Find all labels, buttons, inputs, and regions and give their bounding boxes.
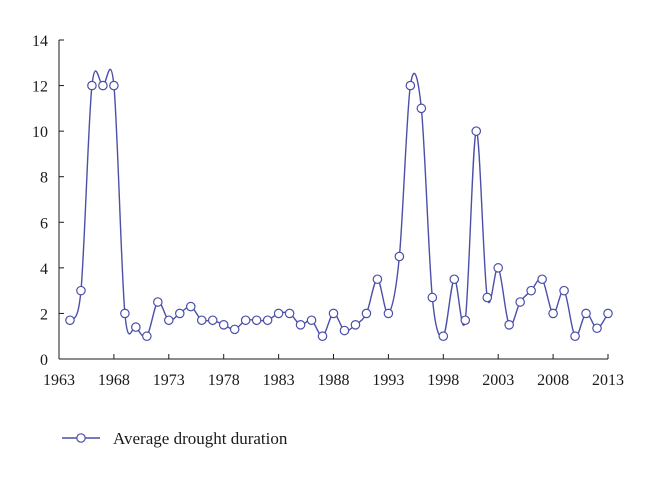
data-point bbox=[185, 301, 196, 312]
data-point bbox=[98, 80, 108, 91]
y-ticks: 0 2 4 6 8 10 12 14 bbox=[32, 33, 64, 369]
data-point bbox=[109, 80, 119, 91]
data-point bbox=[339, 325, 350, 336]
data-point bbox=[515, 297, 525, 307]
data-point bbox=[174, 308, 185, 319]
data-point bbox=[372, 274, 383, 285]
data-point bbox=[262, 315, 273, 326]
x-ticks: 1963 1968 1973 1978 1983 1988 1993 1998 2003 2008… bbox=[43, 354, 624, 389]
data-point bbox=[361, 308, 372, 319]
data-point bbox=[350, 320, 361, 330]
data-point bbox=[196, 315, 207, 326]
data-point bbox=[449, 274, 460, 285]
x-tick-label: 1998 bbox=[427, 372, 459, 389]
data-point bbox=[482, 292, 493, 303]
data-point bbox=[559, 285, 569, 296]
data-point bbox=[383, 308, 394, 319]
y-tick-label: 0 bbox=[40, 352, 48, 369]
x-tick-label: 1993 bbox=[372, 372, 404, 389]
y-tick-label: 12 bbox=[32, 79, 48, 96]
series-line-0 bbox=[69, 68, 609, 338]
data-point bbox=[548, 308, 558, 319]
data-point bbox=[295, 320, 306, 330]
y-tick-label: 2 bbox=[40, 306, 48, 323]
x-tick-label: 1983 bbox=[263, 372, 295, 389]
x-tick-label: 2013 bbox=[592, 372, 624, 389]
x-tick-label: 1988 bbox=[318, 372, 350, 389]
data-point bbox=[87, 80, 97, 91]
data-point bbox=[405, 80, 416, 91]
data-point bbox=[218, 320, 229, 330]
y-tick-label: 4 bbox=[40, 261, 48, 278]
data-point bbox=[284, 308, 295, 319]
x-tick-label: 1978 bbox=[208, 372, 240, 389]
series-group bbox=[65, 68, 613, 342]
data-point bbox=[471, 126, 482, 136]
data-point bbox=[240, 315, 251, 326]
data-point bbox=[131, 322, 141, 332]
data-point bbox=[581, 308, 591, 319]
data-point bbox=[273, 308, 284, 319]
data-point bbox=[251, 315, 262, 326]
data-point bbox=[493, 263, 503, 273]
legend-label: Average drought duration bbox=[113, 429, 288, 448]
data-point bbox=[526, 285, 536, 296]
x-tick-label: 2003 bbox=[482, 372, 514, 389]
data-point bbox=[153, 297, 163, 307]
y-tick-label: 8 bbox=[40, 170, 48, 187]
data-point bbox=[317, 331, 328, 342]
data-point bbox=[603, 308, 613, 319]
data-point bbox=[328, 308, 339, 319]
x-tick-label: 2008 bbox=[537, 372, 569, 389]
data-point bbox=[207, 315, 218, 326]
data-point bbox=[229, 324, 240, 335]
data-point bbox=[427, 292, 438, 303]
data-point bbox=[592, 323, 602, 334]
data-point bbox=[142, 331, 152, 342]
y-tick-label: 6 bbox=[40, 215, 48, 232]
legend-marker-swatch bbox=[76, 433, 86, 443]
y-tick-label: 14 bbox=[32, 33, 48, 50]
data-point bbox=[537, 274, 547, 285]
data-point bbox=[65, 315, 75, 326]
x-tick-label: 1968 bbox=[98, 372, 130, 389]
data-point bbox=[120, 308, 130, 319]
data-point bbox=[504, 320, 514, 330]
data-point bbox=[438, 331, 449, 342]
y-tick-label: 10 bbox=[32, 124, 48, 141]
data-point bbox=[306, 315, 317, 326]
data-point bbox=[76, 285, 86, 296]
data-point bbox=[416, 103, 427, 114]
data-point bbox=[570, 331, 580, 342]
data-point bbox=[394, 251, 405, 262]
data-point bbox=[460, 315, 471, 326]
data-point bbox=[164, 315, 174, 326]
x-tick-label: 1963 bbox=[43, 372, 75, 389]
legend: Average drought duration bbox=[62, 429, 288, 448]
x-tick-label: 1973 bbox=[153, 372, 185, 389]
